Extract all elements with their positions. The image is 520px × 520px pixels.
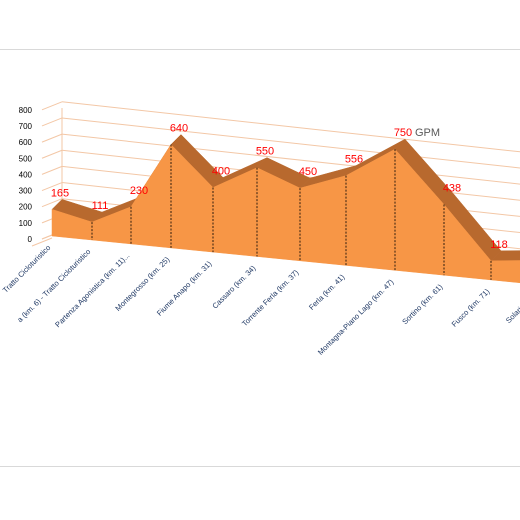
y-axis-tick-labels: 0 100 200 300 400 500 600 700 800 — [19, 106, 33, 244]
category-label: Solarino (... — [504, 292, 520, 325]
data-label: 111 — [92, 200, 109, 212]
category-label: Tratto Cicloturistico — [1, 243, 53, 295]
category-label: Partenza Agonistica (km. 11)... — [53, 251, 131, 329]
data-label: 450 — [299, 166, 317, 178]
y-tick-label: 300 — [19, 187, 33, 196]
y-tick-label: 400 — [19, 170, 33, 179]
category-label: Sortino (km. 61) — [400, 282, 444, 326]
y-tick-label: 500 — [19, 154, 33, 163]
gridline-side — [41, 117, 63, 127]
y-tick-label: 600 — [19, 138, 33, 147]
data-label: 165 — [51, 187, 69, 199]
y-tick-label: 700 — [19, 122, 33, 131]
annotation-label: GPM — [415, 127, 440, 139]
category-label: Cassaro (km. 34) — [210, 263, 257, 310]
gridline-side — [41, 133, 63, 143]
y-tick-label: 100 — [19, 219, 33, 228]
gridline-side — [41, 182, 63, 192]
category-label: a (km. 6) - Tratto Cicloturistico — [15, 247, 92, 324]
gridline-side — [41, 149, 63, 159]
data-label: 438 — [443, 182, 461, 194]
gridline-side — [41, 198, 63, 208]
gridline — [61, 133, 520, 185]
gridline — [61, 117, 520, 169]
data-label: 230 — [130, 185, 148, 197]
y-tick-label: 800 — [19, 106, 33, 115]
data-label: 750 — [394, 127, 412, 139]
y-tick-label: 0 — [28, 235, 33, 244]
gridline-side — [41, 101, 63, 111]
data-label: 640 — [170, 123, 188, 135]
data-label: 400 — [212, 166, 230, 178]
chart-frame-top-border — [0, 49, 520, 50]
dashed-drop-lines — [91, 144, 492, 280]
data-labels: 165 111 230 640 400 550 450 556 750 438 118 GPM — [51, 123, 508, 251]
chart-frame-bottom-border — [0, 466, 520, 467]
y-tick-label: 200 — [19, 203, 33, 212]
gridline-side — [41, 165, 63, 175]
data-label: 550 — [256, 146, 274, 158]
data-label: 556 — [345, 154, 363, 166]
data-label: 118 — [490, 239, 508, 251]
area-series — [51, 134, 520, 284]
floor-side-edge — [31, 237, 53, 247]
gridline — [61, 101, 520, 153]
area-depth-face — [490, 250, 520, 262]
category-label: Fusco (km. 71) — [450, 287, 492, 329]
category-label: Ferla (km. 41) — [307, 272, 347, 312]
